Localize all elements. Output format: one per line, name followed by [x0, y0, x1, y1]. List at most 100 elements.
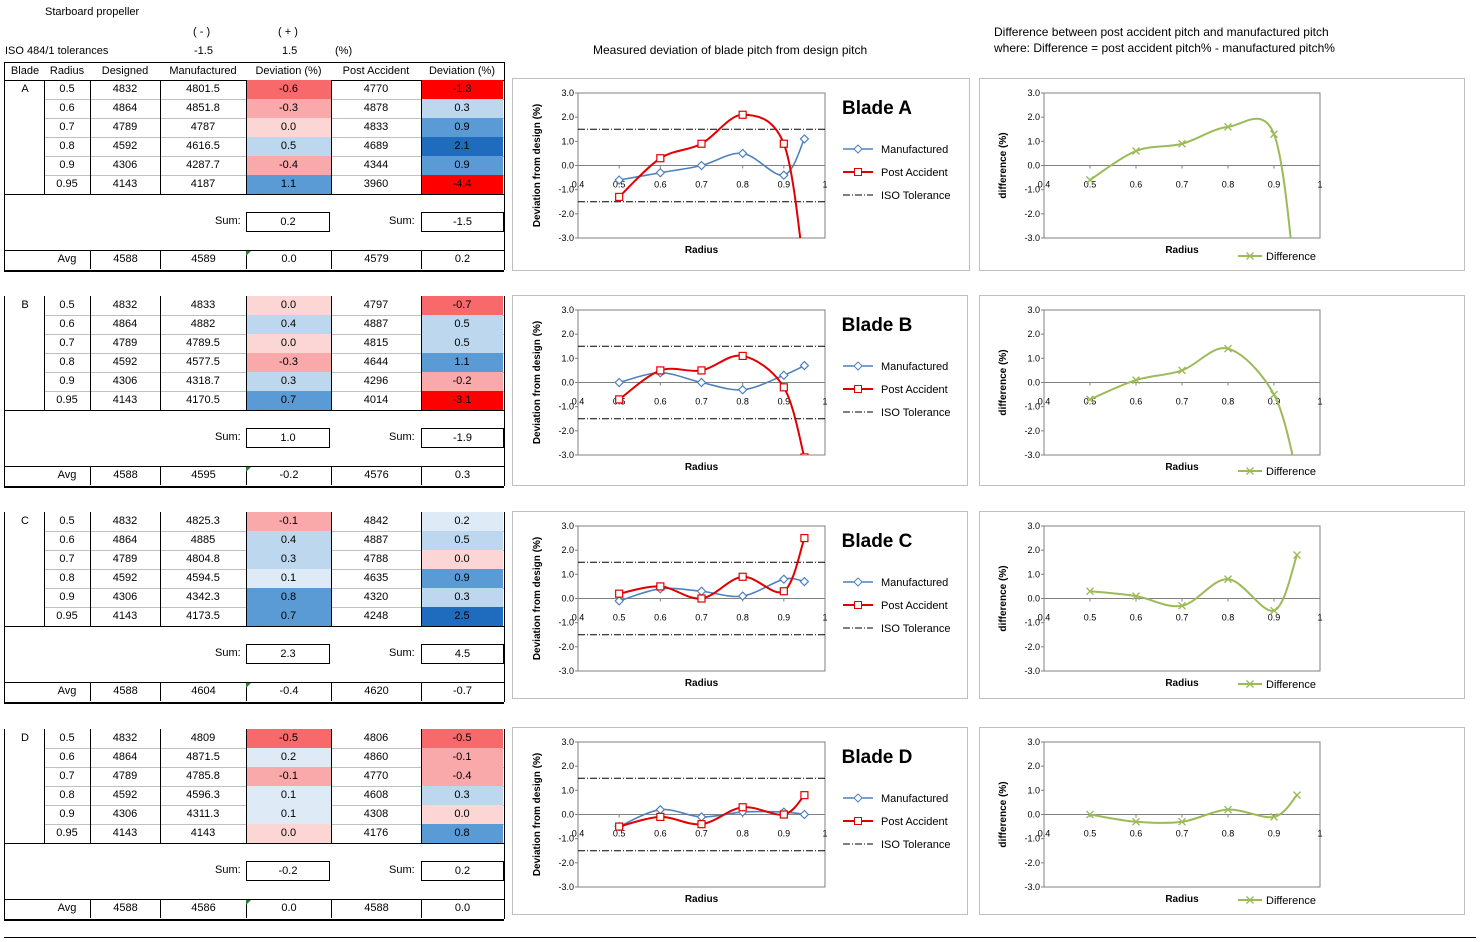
x-tick-label: 0.6	[1130, 397, 1143, 407]
manufactured-point	[799, 576, 810, 587]
legend-manufactured-label: Manufactured	[881, 793, 948, 805]
x-axis-label: Radius	[1165, 678, 1199, 689]
table-cell: 4143	[112, 610, 138, 622]
table-cell: 4143	[190, 827, 216, 839]
table-cell: 0.5	[421, 531, 503, 550]
block-left-border	[4, 729, 5, 919]
y-axis-label: difference (%)	[998, 132, 1009, 198]
table-cell: 0.0	[246, 118, 331, 137]
block-right-border	[504, 512, 505, 702]
series-group	[1086, 344, 1294, 455]
table-cell: 2.5	[421, 607, 503, 626]
table-cell: 4825.3	[186, 515, 220, 527]
table-cell: 4885	[190, 534, 216, 546]
y-tick-label: 2.0	[1027, 545, 1040, 555]
avg-cell: 4589	[160, 250, 246, 269]
x-tick-label: 0.9	[778, 397, 791, 407]
column-divider	[160, 512, 161, 626]
post-accident-point	[738, 572, 747, 581]
sum-label: Sum:	[389, 215, 415, 227]
column-divider	[44, 729, 45, 843]
manufactured-point	[737, 591, 748, 601]
manufactured-point	[737, 148, 748, 159]
avg-cell: 4604	[160, 682, 246, 701]
chart-svg: 3.02.01.00.0-1.0-2.0-3.00.40.50.60.70.80…	[532, 88, 951, 256]
manufactured-point	[614, 596, 625, 606]
legend-difference-label: Difference	[1266, 251, 1316, 263]
post-accident-point	[697, 366, 706, 375]
y-tick-label: -1.0	[1024, 402, 1040, 412]
table-cell: 4787	[190, 121, 216, 133]
column-header: Blade	[10, 65, 40, 77]
column-header: Post Accident	[342, 65, 410, 77]
difference-chart: 3.0 2.0 1.0 0.0 -1.0 -2.0 -3.0 0.4 0.5 0.6 0.7 0.8 0…	[979, 511, 1465, 699]
legend-post-accident-marker	[854, 385, 862, 393]
table-cell: 4851.8	[186, 102, 220, 114]
radius-cell: 0.7	[59, 121, 75, 133]
radius-cell: 0.5	[59, 515, 75, 527]
x-tick-label: 0.6	[654, 829, 667, 839]
sum-label: Sum:	[389, 864, 415, 876]
table-cell: 4594.5	[186, 572, 220, 584]
post-accident-point	[656, 812, 665, 822]
difference-chart: 3.0 2.0 1.0 0.0 -1.0 -2.0 -3.0 0.4 0.5 0.6 0.7 0.8 0…	[979, 295, 1465, 486]
column-header: Radius	[49, 65, 85, 77]
y-axis-label: Deviation from design (%)	[532, 321, 543, 444]
x-tick-label: 0.6	[654, 180, 667, 190]
x-axis-label: Radius	[1165, 894, 1199, 905]
legend-difference-label: Difference	[1266, 466, 1316, 478]
column-divider	[246, 512, 247, 626]
manufactured-point	[696, 160, 707, 171]
iso-minus-symbol: ( - )	[193, 26, 211, 38]
difference-chart: 3.0 2.0 1.0 0.0 -1.0 -2.0 -3.0 0.4 0.5 0.6 0.7 0.8 0…	[979, 78, 1465, 271]
table-cell: 0.9	[421, 118, 503, 137]
table-cell: 0.5	[246, 137, 331, 156]
post-accident-point	[779, 810, 788, 819]
avg-cell: -0.7	[421, 682, 503, 701]
block-data-bottom	[4, 843, 504, 844]
y-tick-label: -2.0	[558, 642, 574, 652]
x-tick-label: 0.4	[572, 613, 585, 623]
table-cell: 0.3	[421, 786, 503, 805]
block-left-border	[4, 62, 5, 270]
y-tick-label: 0.0	[561, 161, 574, 171]
legend-manufactured-marker	[853, 144, 863, 154]
post-accident-point	[697, 139, 706, 148]
x-tick-label: 0.8	[736, 180, 749, 190]
column-divider	[90, 512, 91, 626]
y-tick-label: 3.0	[1027, 521, 1040, 531]
difference-point	[1086, 810, 1094, 819]
table-cell: 4176	[363, 827, 389, 839]
avg-cell: 4586	[160, 899, 246, 918]
x-tick-label: 0.8	[736, 613, 749, 623]
x-tick-label: 0.4	[1038, 397, 1051, 407]
difference-point	[1132, 147, 1140, 155]
radius-cell: 0.9	[59, 591, 75, 603]
y-axis-label: difference (%)	[998, 565, 1009, 631]
avg-top-border	[4, 466, 504, 467]
y-tick-label: -3.0	[558, 233, 574, 243]
iso-plus-symbol: ( + )	[278, 26, 298, 38]
radius-cell: 0.8	[59, 356, 75, 368]
table-cell: 4882	[190, 318, 216, 330]
table-cell: 4689	[363, 140, 389, 152]
chart-title: Blade C	[842, 531, 913, 552]
table-cell: 4311.3	[186, 808, 220, 820]
y-tick-label: -2.0	[558, 426, 574, 436]
y-tick-label: 2.0	[561, 545, 574, 555]
table-cell: 0.7	[246, 391, 331, 410]
table-cell: 4248	[363, 610, 389, 622]
table-cell: 0.1	[246, 786, 331, 805]
radius-cell: 0.5	[59, 83, 75, 95]
table-cell: 4306	[112, 375, 138, 387]
table-cell: 4596.3	[186, 789, 220, 801]
column-divider	[160, 80, 161, 194]
sum-manufactured: 1.0	[246, 428, 330, 448]
table-cell: 4887	[363, 318, 389, 330]
table-cell: 4832	[112, 515, 138, 527]
avg-cell: 0.0	[246, 250, 331, 269]
x-tick-label: 0.8	[736, 397, 749, 407]
x-tick-label: 0.6	[654, 613, 667, 623]
table-cell: 4306	[112, 808, 138, 820]
